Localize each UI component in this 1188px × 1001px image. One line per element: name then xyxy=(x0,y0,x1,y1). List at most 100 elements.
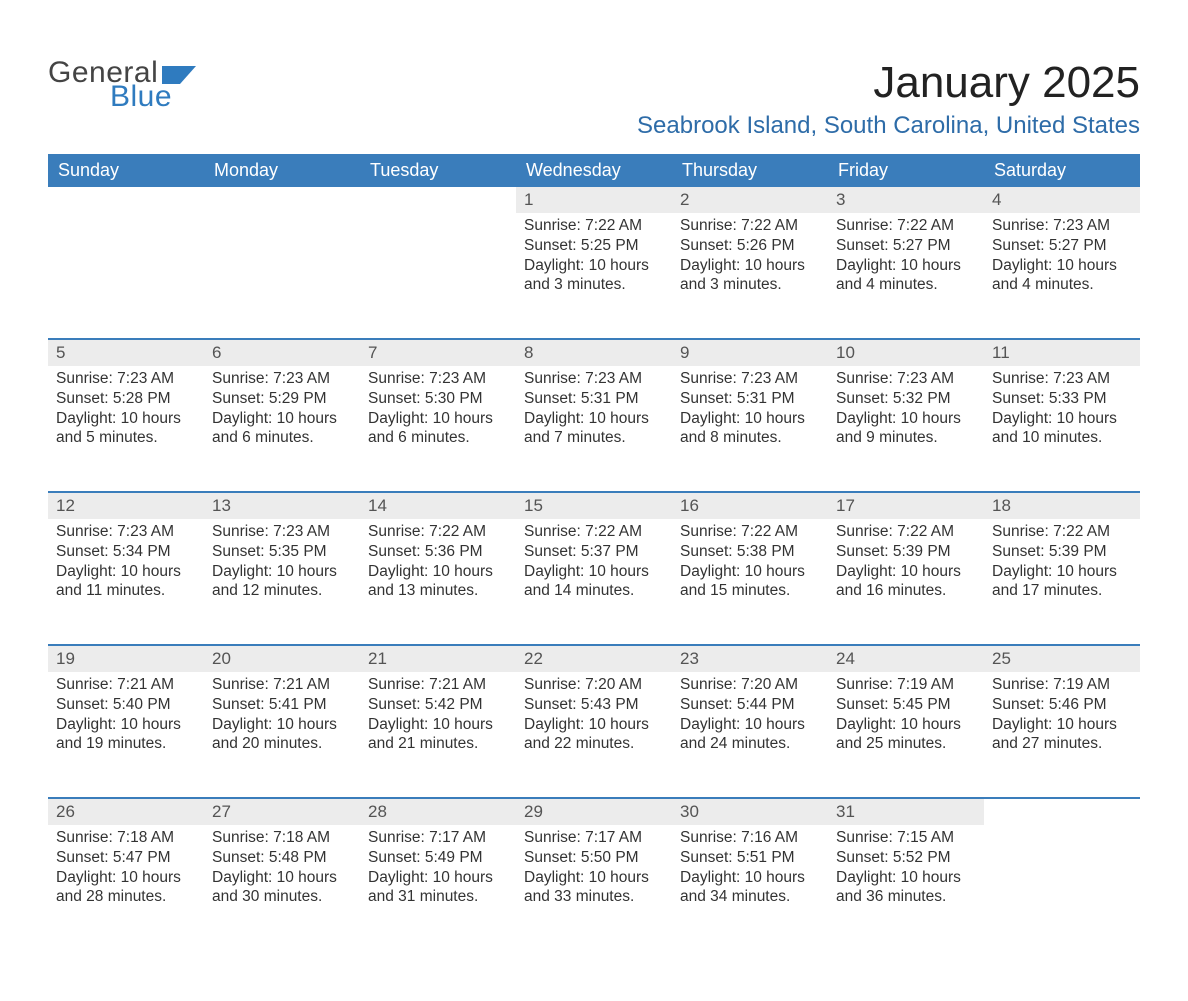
daylight-text: Daylight: 10 hours xyxy=(992,562,1132,582)
day-cell: Sunrise: 7:22 AMSunset: 5:39 PMDaylight:… xyxy=(828,519,984,645)
daylight-text: and 36 minutes. xyxy=(836,887,976,907)
daylight-text: and 20 minutes. xyxy=(212,734,352,754)
daylight-text: and 19 minutes. xyxy=(56,734,196,754)
empty-cell xyxy=(48,187,204,213)
sunset-text: Sunset: 5:25 PM xyxy=(524,236,664,256)
day-number: 16 xyxy=(672,492,828,519)
daylight-text: Daylight: 10 hours xyxy=(992,256,1132,276)
sunset-text: Sunset: 5:44 PM xyxy=(680,695,820,715)
daylight-text: Daylight: 10 hours xyxy=(524,868,664,888)
sunrise-text: Sunrise: 7:19 AM xyxy=(992,675,1132,695)
daylight-text: and 4 minutes. xyxy=(992,275,1132,295)
day-number: 13 xyxy=(204,492,360,519)
sunrise-text: Sunrise: 7:23 AM xyxy=(56,369,196,389)
week-number-row: 262728293031 xyxy=(48,798,1140,825)
day-number: 8 xyxy=(516,339,672,366)
day-cell: Sunrise: 7:22 AMSunset: 5:36 PMDaylight:… xyxy=(360,519,516,645)
sunset-text: Sunset: 5:49 PM xyxy=(368,848,508,868)
week-content-row: Sunrise: 7:18 AMSunset: 5:47 PMDaylight:… xyxy=(48,825,1140,951)
sunset-text: Sunset: 5:36 PM xyxy=(368,542,508,562)
day-number: 27 xyxy=(204,798,360,825)
day-number: 4 xyxy=(984,187,1140,213)
daylight-text: and 6 minutes. xyxy=(212,428,352,448)
day-cell: Sunrise: 7:21 AMSunset: 5:41 PMDaylight:… xyxy=(204,672,360,798)
daylight-text: Daylight: 10 hours xyxy=(212,868,352,888)
daylight-text: Daylight: 10 hours xyxy=(836,868,976,888)
weekday-header: Wednesday xyxy=(516,154,672,187)
sunset-text: Sunset: 5:33 PM xyxy=(992,389,1132,409)
sunrise-text: Sunrise: 7:23 AM xyxy=(992,216,1132,236)
sunrise-text: Sunrise: 7:19 AM xyxy=(836,675,976,695)
day-number: 9 xyxy=(672,339,828,366)
empty-cell xyxy=(204,213,360,339)
day-cell: Sunrise: 7:21 AMSunset: 5:42 PMDaylight:… xyxy=(360,672,516,798)
sunset-text: Sunset: 5:41 PM xyxy=(212,695,352,715)
day-number: 3 xyxy=(828,187,984,213)
daylight-text: Daylight: 10 hours xyxy=(56,868,196,888)
sunset-text: Sunset: 5:51 PM xyxy=(680,848,820,868)
sunrise-text: Sunrise: 7:22 AM xyxy=(680,522,820,542)
daylight-text: Daylight: 10 hours xyxy=(836,562,976,582)
sunrise-text: Sunrise: 7:22 AM xyxy=(836,216,976,236)
daylight-text: and 31 minutes. xyxy=(368,887,508,907)
sunset-text: Sunset: 5:29 PM xyxy=(212,389,352,409)
brand-logo: General Blue xyxy=(48,40,196,112)
daylight-text: Daylight: 10 hours xyxy=(836,715,976,735)
daylight-text: and 21 minutes. xyxy=(368,734,508,754)
daylight-text: Daylight: 10 hours xyxy=(680,256,820,276)
sunset-text: Sunset: 5:50 PM xyxy=(524,848,664,868)
daylight-text: and 33 minutes. xyxy=(524,887,664,907)
sunset-text: Sunset: 5:39 PM xyxy=(836,542,976,562)
sunrise-text: Sunrise: 7:22 AM xyxy=(368,522,508,542)
sunrise-text: Sunrise: 7:23 AM xyxy=(212,522,352,542)
sunrise-text: Sunrise: 7:18 AM xyxy=(212,828,352,848)
day-number: 11 xyxy=(984,339,1140,366)
sunrise-text: Sunrise: 7:20 AM xyxy=(680,675,820,695)
day-number: 6 xyxy=(204,339,360,366)
sunset-text: Sunset: 5:26 PM xyxy=(680,236,820,256)
sunset-text: Sunset: 5:46 PM xyxy=(992,695,1132,715)
sunset-text: Sunset: 5:39 PM xyxy=(992,542,1132,562)
daylight-text: Daylight: 10 hours xyxy=(368,562,508,582)
week-content-row: Sunrise: 7:21 AMSunset: 5:40 PMDaylight:… xyxy=(48,672,1140,798)
day-number: 10 xyxy=(828,339,984,366)
day-cell: Sunrise: 7:20 AMSunset: 5:44 PMDaylight:… xyxy=(672,672,828,798)
brand-word-2: Blue xyxy=(110,82,196,112)
sunset-text: Sunset: 5:47 PM xyxy=(56,848,196,868)
empty-cell xyxy=(984,825,1140,951)
weekday-header: Friday xyxy=(828,154,984,187)
daylight-text: and 12 minutes. xyxy=(212,581,352,601)
sunrise-text: Sunrise: 7:15 AM xyxy=(836,828,976,848)
sunset-text: Sunset: 5:52 PM xyxy=(836,848,976,868)
daylight-text: and 9 minutes. xyxy=(836,428,976,448)
day-number: 17 xyxy=(828,492,984,519)
day-number: 20 xyxy=(204,645,360,672)
sunrise-text: Sunrise: 7:18 AM xyxy=(56,828,196,848)
sunset-text: Sunset: 5:27 PM xyxy=(836,236,976,256)
day-number: 22 xyxy=(516,645,672,672)
day-cell: Sunrise: 7:19 AMSunset: 5:45 PMDaylight:… xyxy=(828,672,984,798)
day-cell: Sunrise: 7:15 AMSunset: 5:52 PMDaylight:… xyxy=(828,825,984,951)
week-content-row: Sunrise: 7:23 AMSunset: 5:34 PMDaylight:… xyxy=(48,519,1140,645)
daylight-text: and 7 minutes. xyxy=(524,428,664,448)
weekday-header: Thursday xyxy=(672,154,828,187)
daylight-text: and 3 minutes. xyxy=(524,275,664,295)
daylight-text: and 22 minutes. xyxy=(524,734,664,754)
day-number: 30 xyxy=(672,798,828,825)
sunrise-text: Sunrise: 7:22 AM xyxy=(524,522,664,542)
daylight-text: and 14 minutes. xyxy=(524,581,664,601)
day-cell: Sunrise: 7:18 AMSunset: 5:47 PMDaylight:… xyxy=(48,825,204,951)
sunrise-text: Sunrise: 7:21 AM xyxy=(212,675,352,695)
week-content-row: Sunrise: 7:22 AMSunset: 5:25 PMDaylight:… xyxy=(48,213,1140,339)
daylight-text: Daylight: 10 hours xyxy=(368,409,508,429)
daylight-text: and 6 minutes. xyxy=(368,428,508,448)
daylight-text: Daylight: 10 hours xyxy=(680,868,820,888)
sunrise-text: Sunrise: 7:22 AM xyxy=(524,216,664,236)
daylight-text: and 8 minutes. xyxy=(680,428,820,448)
day-cell: Sunrise: 7:23 AMSunset: 5:30 PMDaylight:… xyxy=(360,366,516,492)
daylight-text: Daylight: 10 hours xyxy=(680,562,820,582)
day-number: 24 xyxy=(828,645,984,672)
sunset-text: Sunset: 5:35 PM xyxy=(212,542,352,562)
day-number: 25 xyxy=(984,645,1140,672)
weekday-header-row: Sunday Monday Tuesday Wednesday Thursday… xyxy=(48,154,1140,187)
